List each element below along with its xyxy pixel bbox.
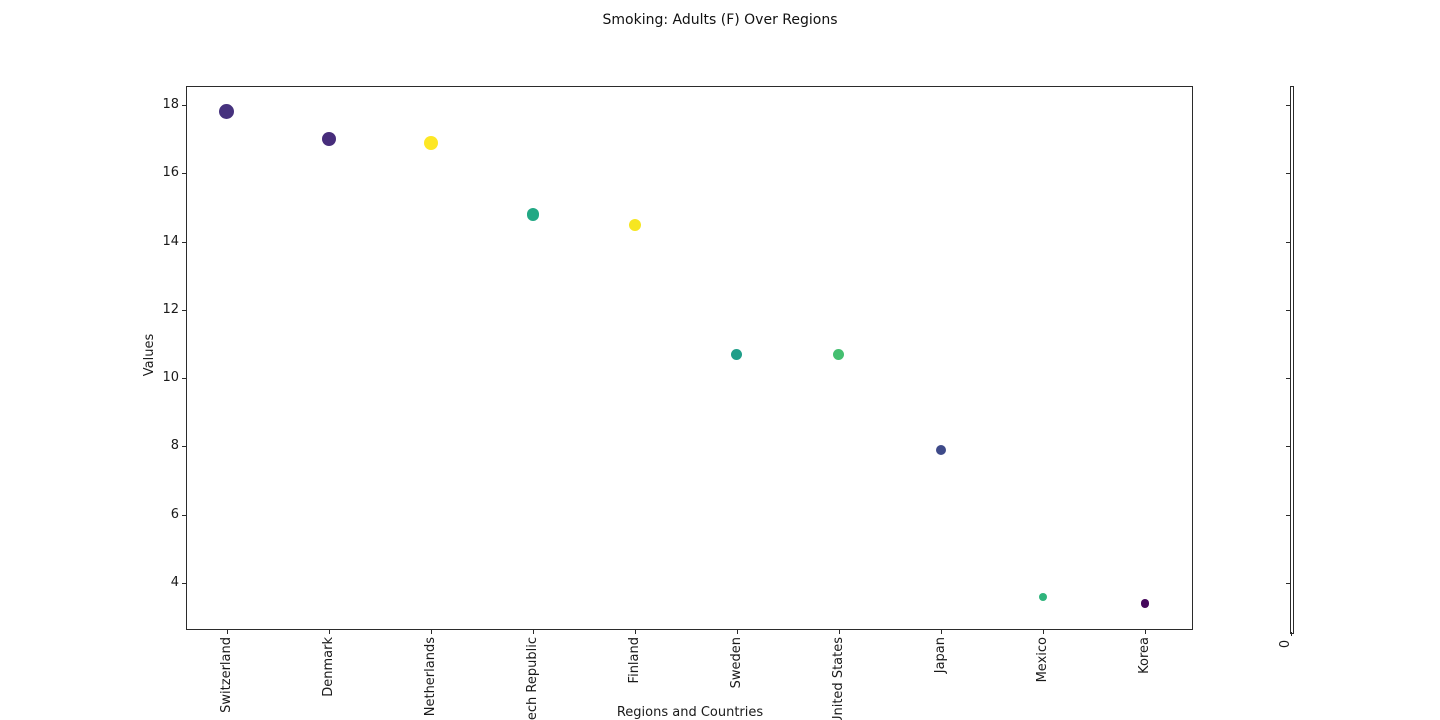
data-point [1038,592,1047,601]
x-tick-label: Finland [626,637,642,684]
y-tick-label: 10 [162,370,179,386]
right-mini-axis-y-tick [1286,173,1290,175]
x-tick-mark [1144,630,1146,634]
data-point [731,348,743,360]
x-tick-label: Denmark [320,637,336,697]
x-tick-label: United States [830,637,846,720]
y-tick-label: 4 [170,574,179,590]
y-tick-label: 8 [170,438,179,454]
y-tick-mark [182,241,186,243]
x-tick-label: Czech Republic [524,637,540,720]
data-point [1140,599,1150,608]
right-mini-axis-x-tick [1291,632,1292,636]
y-tick-mark [182,582,186,584]
y-tick-label: 6 [170,506,179,522]
x-tick-label: Korea [1136,637,1152,674]
data-point [935,444,947,456]
right-mini-axis-tick-label: 0 [1278,639,1293,649]
x-tick-label: Mexico [1034,637,1050,683]
y-tick-mark [182,514,186,516]
x-tick-label: Switzerland [218,637,234,713]
right-mini-axis-y-tick [1286,105,1290,107]
y-tick-mark [182,173,186,175]
right-mini-axis-y-tick [1286,309,1290,311]
x-tick-mark [838,630,840,634]
y-tick-mark [182,309,186,311]
right-mini-axis-y-tick [1286,378,1290,380]
x-tick-mark [328,630,330,634]
x-axis-label: Regions and Countries [616,705,764,720]
y-tick-mark [182,378,186,380]
y-axis-label: Values [142,333,157,377]
x-tick-mark [940,630,942,634]
y-tick-label: 16 [162,165,179,181]
x-tick-mark [736,630,738,634]
x-tick-mark [430,630,432,634]
x-tick-mark [634,630,636,634]
y-tick-mark [182,446,186,448]
right-mini-axis-y-tick [1286,582,1290,584]
data-point [833,348,845,360]
data-point [526,208,540,221]
x-tick-mark [1042,630,1044,634]
right-mini-axis [1290,86,1294,634]
x-tick-mark [532,630,534,634]
y-tick-label: 12 [162,301,179,317]
data-point [219,104,235,120]
x-tick-mark [226,630,228,634]
y-tick-label: 18 [162,97,179,113]
data-point [423,135,438,150]
x-tick-label: Sweden [728,637,744,689]
y-tick-mark [182,105,186,107]
x-tick-label: Netherlands [422,637,438,717]
right-mini-axis-y-tick [1286,241,1290,243]
chart-title: Smoking: Adults (F) Over Regions [602,12,838,28]
data-point [628,218,641,231]
right-mini-axis-y-tick [1286,514,1290,516]
plot-area [186,86,1193,630]
right-mini-axis-y-tick [1286,446,1290,448]
x-tick-label: Japan [932,637,948,674]
y-tick-label: 14 [162,233,179,249]
data-point [321,131,337,147]
